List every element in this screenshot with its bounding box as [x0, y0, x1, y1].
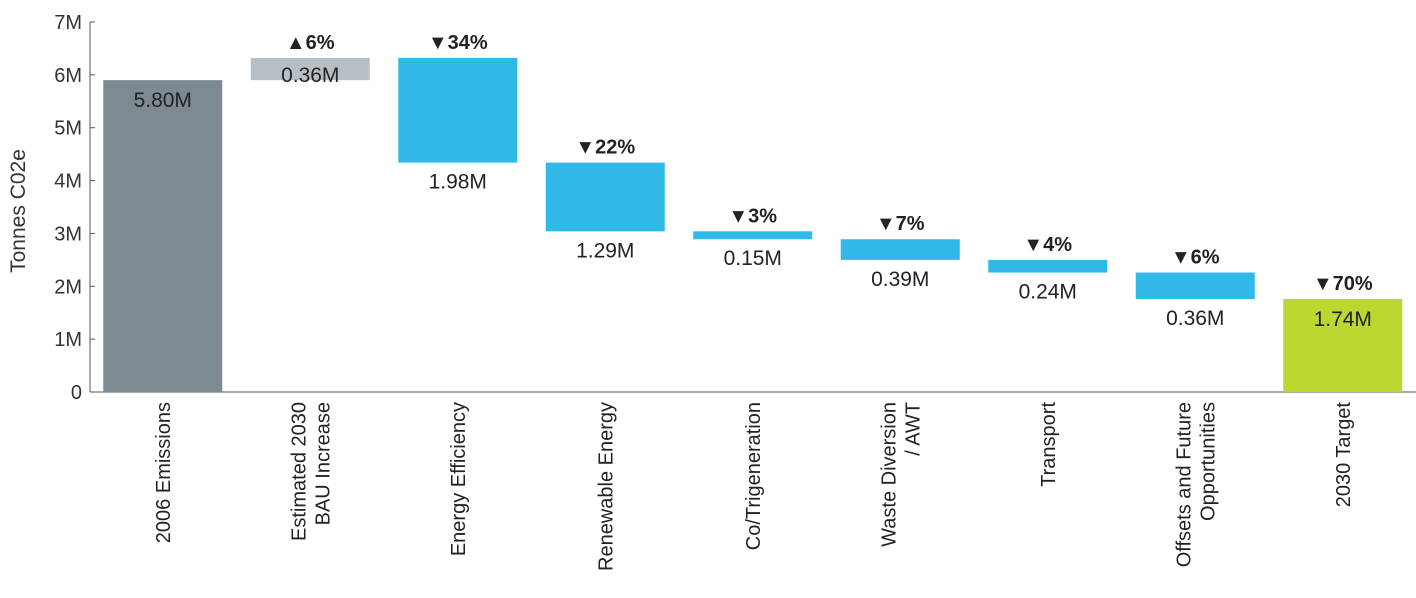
bar-value-label: 0.36M — [1166, 307, 1224, 330]
category-label: 2030 Target — [1333, 402, 1355, 508]
category-label: Co/Trigeneration — [743, 402, 765, 550]
category-label: Waste Diversion — [878, 402, 900, 547]
bar-value-label: 0.15M — [724, 247, 782, 270]
y-tick-label: 0 — [71, 382, 82, 404]
category-label: Renewable Energy — [595, 402, 617, 571]
bar — [1135, 272, 1255, 299]
bar-value-label: 1.29M — [576, 239, 634, 262]
y-tick-label: 4M — [54, 171, 82, 193]
bar — [250, 57, 370, 81]
bar-change-label: ▼34% — [428, 32, 488, 54]
bar-value-label: 0.39M — [871, 268, 929, 291]
bar-change-label: ▼4% — [1023, 234, 1072, 256]
y-tick-label: 1M — [54, 329, 82, 351]
category-label: Estimated 2030 — [288, 402, 310, 541]
category-label: / AWT — [902, 402, 924, 456]
axis-layer: 0 1M 2M 3M 4M 5M 6M 7M Tonnes C02e — [7, 12, 1416, 404]
category-label: BAU Increase — [312, 402, 334, 525]
bar — [1283, 298, 1403, 392]
y-axis-title: Tonnes C02e — [7, 149, 30, 273]
bar-value-label: 1.98M — [429, 171, 487, 194]
category-label: Opportunities — [1197, 402, 1219, 521]
bar-change-label: ▼6% — [1171, 247, 1220, 269]
bar-change-label: ▲6% — [286, 32, 335, 54]
y-tick-label: 6M — [54, 65, 82, 87]
bar — [398, 57, 518, 163]
label-layer: 5.80M 2006 Emissions 0.36M ▲6% Estimated 203… — [134, 32, 1373, 571]
category-label: Energy Efficiency — [448, 402, 470, 556]
bar-value-label: 0.24M — [1019, 281, 1077, 304]
bar — [103, 80, 223, 393]
bar-value-label: 1.74M — [1314, 308, 1372, 331]
bar — [693, 231, 813, 240]
y-tick-label: 3M — [54, 223, 82, 245]
bar-change-label: ▼3% — [728, 205, 777, 227]
bar-change-label: ▼22% — [575, 137, 635, 159]
y-tick-label: 7M — [54, 12, 82, 34]
bar — [988, 259, 1108, 273]
category-label: 2006 Emissions — [153, 402, 175, 543]
bar-change-label: ▼70% — [1313, 273, 1373, 295]
bar-layer — [103, 57, 1403, 393]
bar — [545, 162, 665, 232]
bar-change-label: ▼7% — [876, 213, 925, 235]
bar-value-label: 5.80M — [134, 89, 192, 112]
category-label: Transport — [1038, 402, 1060, 487]
y-tick-label: 2M — [54, 276, 82, 298]
bar-value-label: 0.36M — [281, 64, 339, 87]
bar — [840, 239, 960, 260]
y-tick-label: 5M — [54, 118, 82, 140]
category-label: Offsets and Future — [1173, 402, 1195, 567]
